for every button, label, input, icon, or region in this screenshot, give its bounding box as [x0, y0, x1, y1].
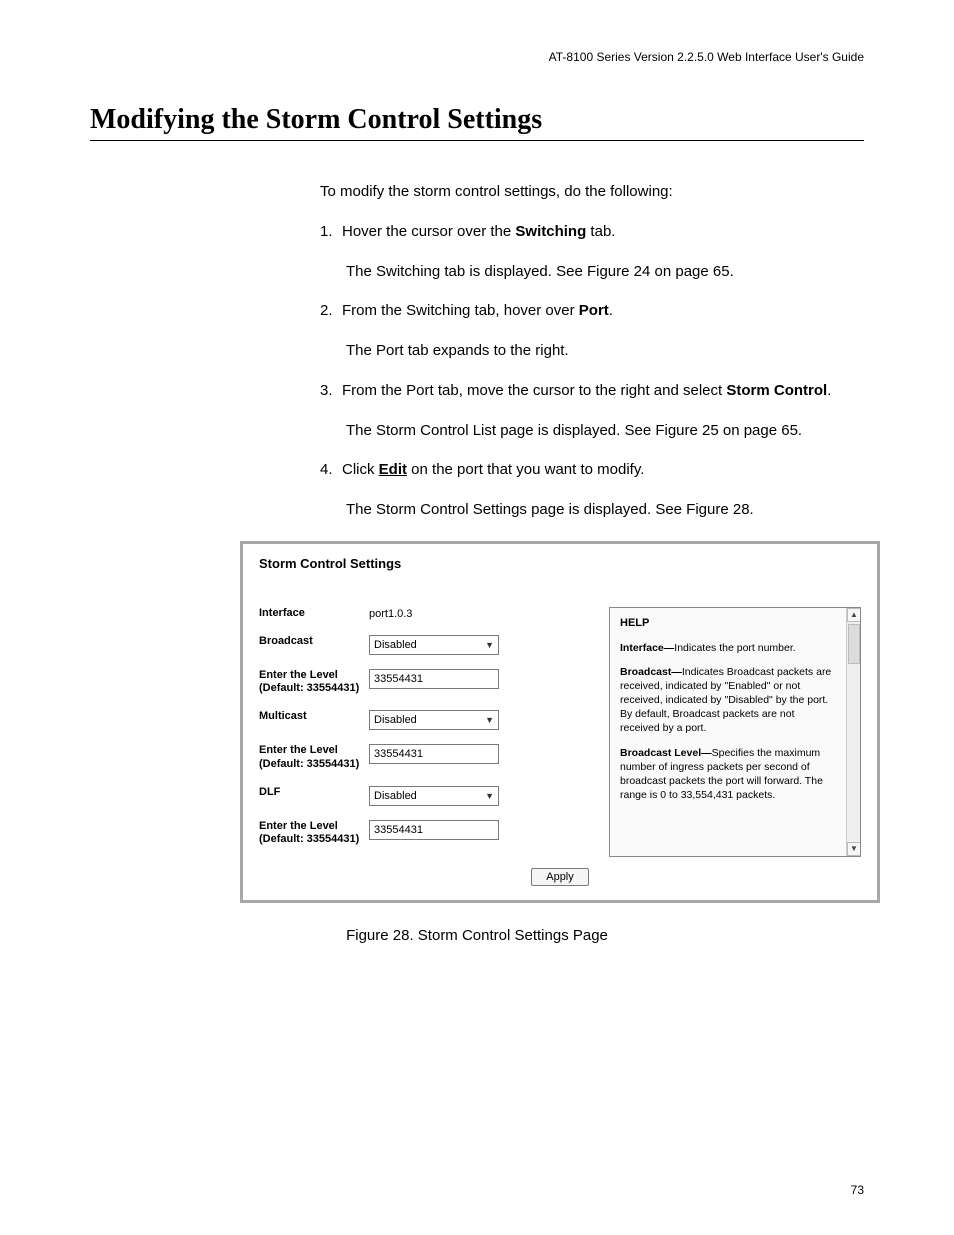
- step-4: 4.Click Edit on the port that you want t…: [320, 459, 864, 481]
- scroll-thumb[interactable]: [848, 624, 860, 664]
- step-1-text-a: Hover the cursor over the: [342, 223, 515, 240]
- broadcast-level-input[interactable]: 33554431: [369, 669, 499, 689]
- edit-link: Edit: [379, 461, 407, 478]
- step-3-num: 3.: [320, 380, 342, 402]
- dlf-select[interactable]: Disabled ▼: [369, 786, 499, 806]
- help-broadcast-level-lead: Broadcast Level—: [620, 747, 712, 759]
- dlf-level-label: Enter the Level (Default: 33554431): [259, 820, 369, 848]
- chevron-down-icon: ▼: [485, 715, 494, 725]
- page-number: 73: [851, 1183, 864, 1197]
- help-interface-lead: Interface—: [620, 642, 674, 654]
- multicast-select[interactable]: Disabled ▼: [369, 710, 499, 730]
- step-2-text-a: From the Switching tab, hover over: [342, 302, 579, 319]
- step-2: 2.From the Switching tab, hover over Por…: [320, 300, 864, 322]
- interface-value: port1.0.3: [369, 607, 412, 620]
- dlf-level-input[interactable]: 33554431: [369, 820, 499, 840]
- step-1-sub: The Switching tab is displayed. See Figu…: [346, 261, 864, 283]
- multicast-level-value: 33554431: [374, 748, 423, 760]
- step-1-bold: Switching: [515, 223, 586, 240]
- step-4-text-a: Click: [342, 461, 379, 478]
- broadcast-level-value: 33554431: [374, 673, 423, 685]
- help-broadcast-lead: Broadcast—: [620, 666, 682, 678]
- figure-caption: Figure 28. Storm Control Settings Page: [90, 927, 864, 944]
- help-item-broadcast: Broadcast—Indicates Broadcast packets ar…: [620, 665, 850, 736]
- intro-text: To modify the storm control settings, do…: [320, 181, 864, 203]
- step-1-num: 1.: [320, 221, 342, 243]
- step-2-text-c: .: [609, 302, 613, 319]
- chevron-down-icon: ▼: [485, 640, 494, 650]
- help-scrollbar[interactable]: ▲ ▼: [846, 608, 860, 856]
- step-4-num: 4.: [320, 459, 342, 481]
- interface-label: Interface: [259, 607, 369, 621]
- step-1-text-c: tab.: [586, 223, 615, 240]
- chevron-down-icon: ▼: [485, 791, 494, 801]
- step-3-text-a: From the Port tab, move the cursor to th…: [342, 382, 726, 399]
- step-3: 3.From the Port tab, move the cursor to …: [320, 380, 864, 402]
- multicast-select-value: Disabled: [374, 714, 417, 726]
- dlf-level-value: 33554431: [374, 824, 423, 836]
- step-2-sub: The Port tab expands to the right.: [346, 340, 864, 362]
- panel-title: Storm Control Settings: [259, 556, 861, 571]
- step-4-text-c: on the port that you want to modify.: [407, 461, 644, 478]
- step-2-bold: Port: [579, 302, 609, 319]
- scroll-down-icon[interactable]: ▼: [847, 842, 861, 856]
- step-3-sub: The Storm Control List page is displayed…: [346, 420, 864, 442]
- help-item-interface: Interface—Indicates the port number.: [620, 641, 850, 655]
- section-title: Modifying the Storm Control Settings: [90, 104, 864, 141]
- dlf-select-value: Disabled: [374, 790, 417, 802]
- apply-button[interactable]: Apply: [531, 868, 589, 886]
- help-title: HELP: [620, 616, 850, 631]
- step-3-text-c: .: [827, 382, 831, 399]
- multicast-level-input[interactable]: 33554431: [369, 744, 499, 764]
- dlf-label: DLF: [259, 786, 369, 800]
- form-column: Interface port1.0.3 Broadcast Disabled ▼…: [259, 607, 589, 861]
- multicast-label: Multicast: [259, 710, 369, 724]
- guide-header: AT-8100 Series Version 2.2.5.0 Web Inter…: [90, 50, 864, 64]
- broadcast-label: Broadcast: [259, 635, 369, 649]
- broadcast-level-label: Enter the Level (Default: 33554431): [259, 669, 369, 697]
- help-item-broadcast-level: Broadcast Level—Specifies the maximum nu…: [620, 746, 850, 803]
- step-1: 1.Hover the cursor over the Switching ta…: [320, 221, 864, 243]
- storm-control-panel: Storm Control Settings Interface port1.0…: [240, 541, 880, 903]
- step-4-sub: The Storm Control Settings page is displ…: [346, 499, 864, 521]
- broadcast-select-value: Disabled: [374, 639, 417, 651]
- help-interface-text: Indicates the port number.: [674, 642, 795, 654]
- step-3-bold: Storm Control: [726, 382, 827, 399]
- multicast-level-label: Enter the Level (Default: 33554431): [259, 744, 369, 772]
- broadcast-select[interactable]: Disabled ▼: [369, 635, 499, 655]
- step-2-num: 2.: [320, 300, 342, 322]
- help-box: ▲ ▼ HELP Interface—Indicates the port nu…: [609, 607, 861, 857]
- scroll-up-icon[interactable]: ▲: [847, 608, 861, 622]
